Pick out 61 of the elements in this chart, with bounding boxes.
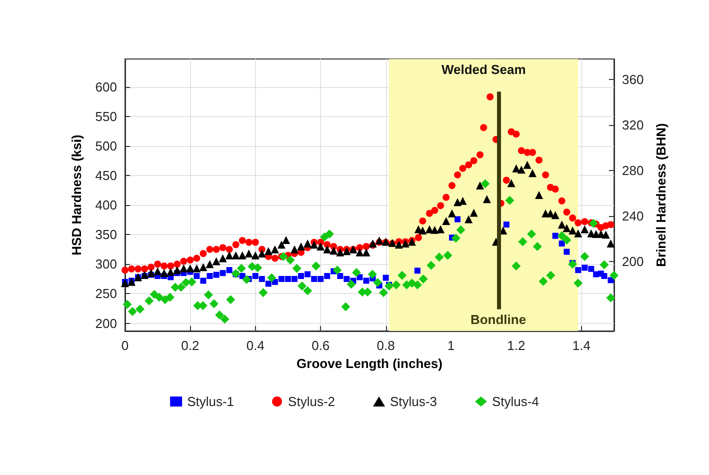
- x-axis-title: Groove Length (inches): [296, 356, 442, 371]
- y-tick-label: 500: [95, 138, 117, 154]
- point: [337, 273, 344, 280]
- point: [292, 276, 298, 282]
- point: [194, 273, 200, 280]
- y-tick-label: 400: [95, 198, 117, 213]
- x-tick-label: 1.2: [507, 338, 526, 353]
- point: [564, 248, 570, 255]
- band-label: Welded Seam: [441, 62, 526, 77]
- y2-tick-label: 360: [622, 72, 644, 87]
- point: [265, 280, 272, 287]
- x-tick-label: 0.4: [246, 338, 264, 353]
- point: [258, 276, 265, 282]
- point: [363, 278, 370, 284]
- point: [588, 266, 594, 272]
- x-tick-label: 0.6: [312, 338, 330, 353]
- y-tick-label: 300: [95, 256, 117, 272]
- point: [298, 273, 304, 280]
- y-tick-label: 600: [95, 79, 117, 94]
- point: [252, 273, 258, 280]
- y-tick-label: 250: [95, 286, 117, 302]
- y2-tick-label: 280: [622, 163, 644, 178]
- point: [324, 273, 330, 280]
- y2-tick-label: 320: [622, 118, 644, 133]
- point: [213, 272, 220, 278]
- ref-line-label: Bondline: [470, 312, 526, 328]
- point: [318, 276, 324, 282]
- point: [601, 273, 608, 280]
- point: [220, 270, 226, 276]
- y2-tick-label: 200: [622, 254, 644, 270]
- x-tick-label: 0.2: [181, 338, 200, 353]
- x-tick-label: 0.8: [376, 338, 395, 353]
- point: [311, 276, 318, 282]
- legend-label: Stylus-2: [288, 394, 336, 409]
- y2-tick-label: 240: [622, 208, 644, 224]
- point: [200, 278, 206, 284]
- point: [454, 216, 461, 222]
- point: [304, 271, 311, 278]
- y-tick-label: 450: [95, 168, 117, 183]
- legend-label: Stylus-1: [187, 394, 234, 409]
- point: [552, 232, 558, 239]
- point: [575, 267, 582, 274]
- y-tick-label: 550: [95, 108, 117, 124]
- point: [503, 222, 510, 228]
- x-tick-label: 1.4: [572, 338, 590, 353]
- x-tick-label: 1: [447, 338, 455, 353]
- point: [344, 276, 350, 282]
- y2-axis-title: Brinell Hardness (BHN): [654, 123, 669, 267]
- legend-label: Stylus-4: [492, 394, 539, 409]
- point: [285, 276, 291, 282]
- legend-label: Stylus-3: [390, 394, 437, 409]
- point: [382, 274, 389, 281]
- point: [414, 268, 420, 274]
- point: [206, 273, 213, 280]
- y-tick-label: 200: [95, 316, 117, 331]
- point: [582, 264, 588, 271]
- point: [226, 267, 232, 274]
- point: [278, 276, 284, 282]
- x-tick-label: 0: [121, 338, 129, 353]
- y-axis-title: HSD Hardness (ksi): [69, 134, 84, 256]
- y-tick-label: 350: [95, 227, 117, 242]
